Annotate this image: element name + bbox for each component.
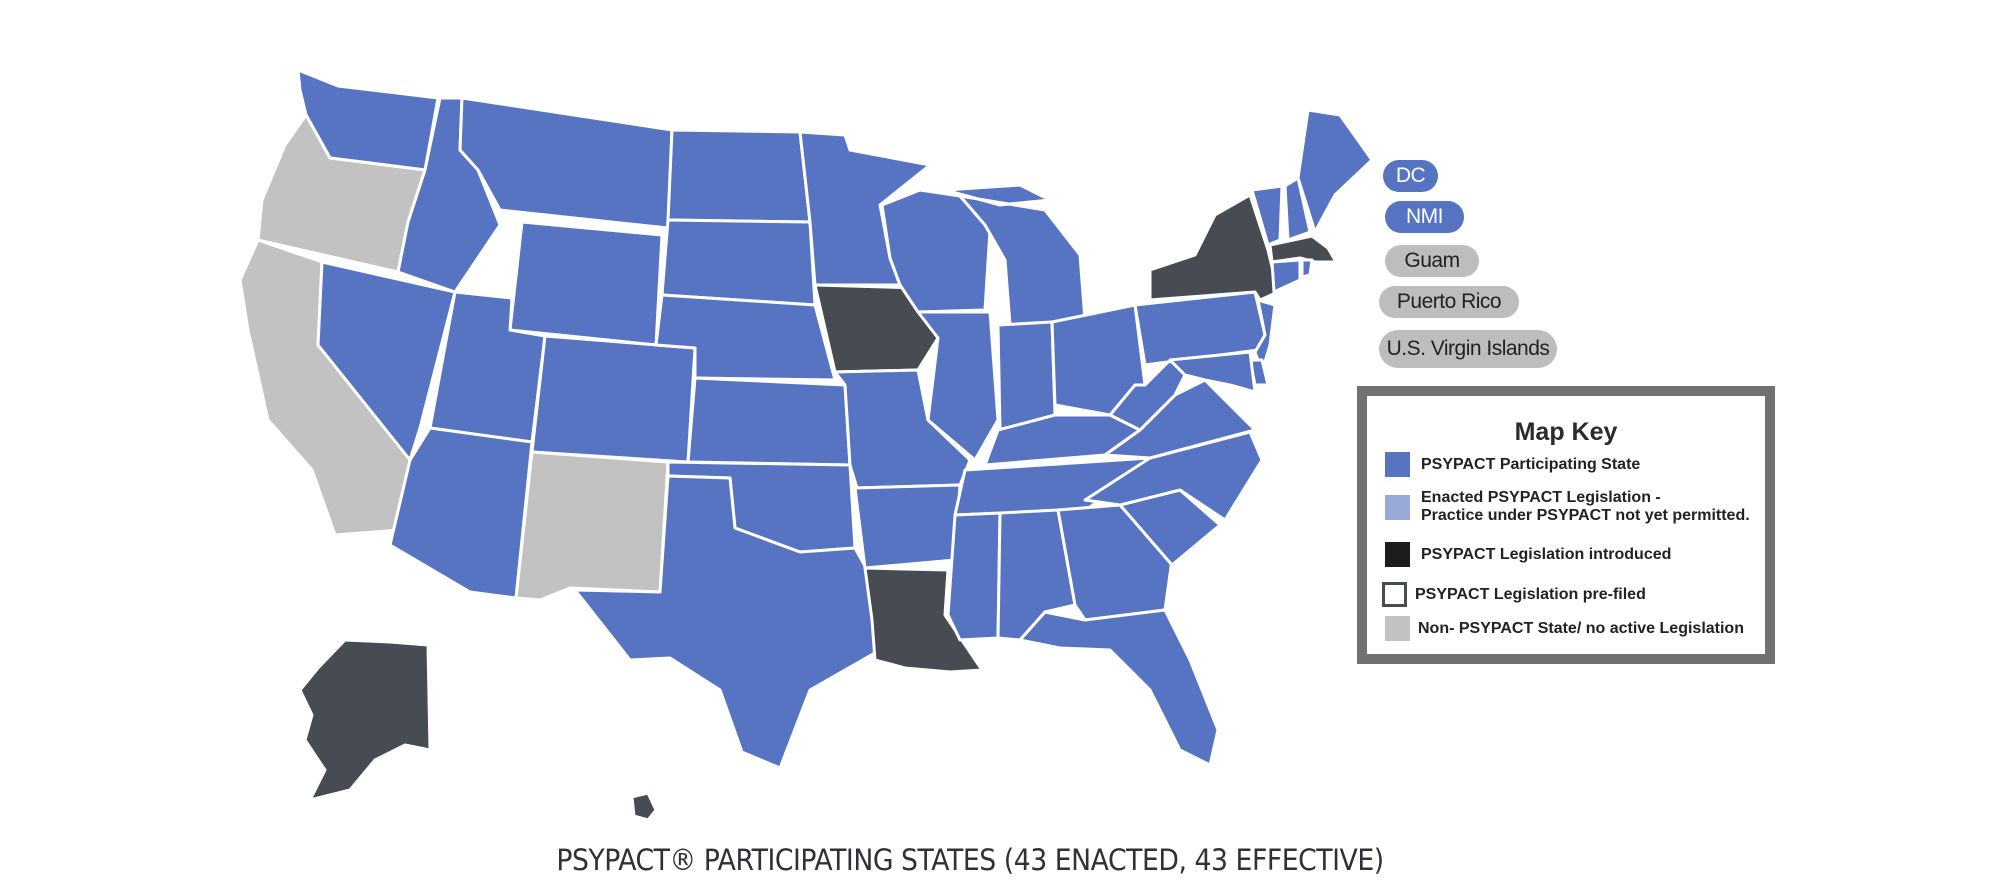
enacted-swatch <box>1385 494 1410 520</box>
state-LA <box>863 566 984 674</box>
map-key-label: Non- PSYPACT State/ no active Legislatio… <box>1418 619 1744 637</box>
map-key-item-non-psypact: Non- PSYPACT State/ no active Legislatio… <box>1385 616 1744 641</box>
state-SD <box>660 218 817 307</box>
map-key-label: PSYPACT Participating State <box>1421 455 1641 473</box>
state-ND <box>666 128 812 224</box>
map-key-item-introduced: PSYPACT Legislation introduced <box>1385 542 1671 567</box>
state-MD <box>1168 350 1257 394</box>
state-TX <box>573 474 882 770</box>
state-IN <box>996 320 1057 432</box>
state-WV <box>1108 358 1187 432</box>
map-key-label: PSYPACT Legislation pre-filed <box>1415 585 1646 603</box>
state-IL <box>916 310 1000 462</box>
state-FL <box>1018 608 1220 767</box>
state-NH <box>1283 176 1312 242</box>
state-MS <box>946 511 1002 642</box>
state-NV <box>316 260 457 462</box>
state-WI <box>880 188 992 314</box>
map-key-item-participating: PSYPACT Participating State <box>1385 452 1640 477</box>
map-key-item-prefiled: PSYPACT Legislation pre-filed <box>1382 582 1646 607</box>
state-ME <box>1296 108 1374 234</box>
map-key-item-enacted: Enacted PSYPACT Legislation - Practice u… <box>1385 489 1750 525</box>
introduced-swatch <box>1385 542 1410 567</box>
map-key-title: Map Key <box>1514 418 1618 446</box>
state-WY <box>508 220 664 347</box>
state-NM <box>514 450 670 602</box>
map-caption: PSYPACT® PARTICIPATING STATES (43 ENACTE… <box>556 843 1384 877</box>
state-AR <box>853 483 962 570</box>
prefiled-swatch <box>1382 582 1407 607</box>
participating-swatch <box>1385 452 1410 477</box>
territory-nmi-pill: NMI <box>1385 201 1464 233</box>
state-RI <box>1300 258 1314 279</box>
non-psypact-swatch <box>1385 616 1410 641</box>
territory-guam-pill: Guam <box>1385 245 1479 277</box>
state-KS <box>686 376 852 467</box>
state-AK <box>298 638 432 802</box>
territory-usvi-pill: U.S. Virgin Islands <box>1379 330 1557 368</box>
state-HI <box>630 791 658 822</box>
state-CT <box>1270 258 1302 294</box>
territory-dc-pill: DC <box>1383 160 1438 192</box>
territory-puerto-rico-pill: Puerto Rico <box>1379 286 1519 318</box>
map-key: Map Key PSYPACT Participating State Enac… <box>1357 386 1775 664</box>
map-key-label: PSYPACT Legislation introduced <box>1421 545 1672 563</box>
map-key-label: Enacted PSYPACT Legislation - Practice u… <box>1421 489 1750 524</box>
state-CO <box>530 334 697 464</box>
state-VT <box>1250 184 1284 247</box>
